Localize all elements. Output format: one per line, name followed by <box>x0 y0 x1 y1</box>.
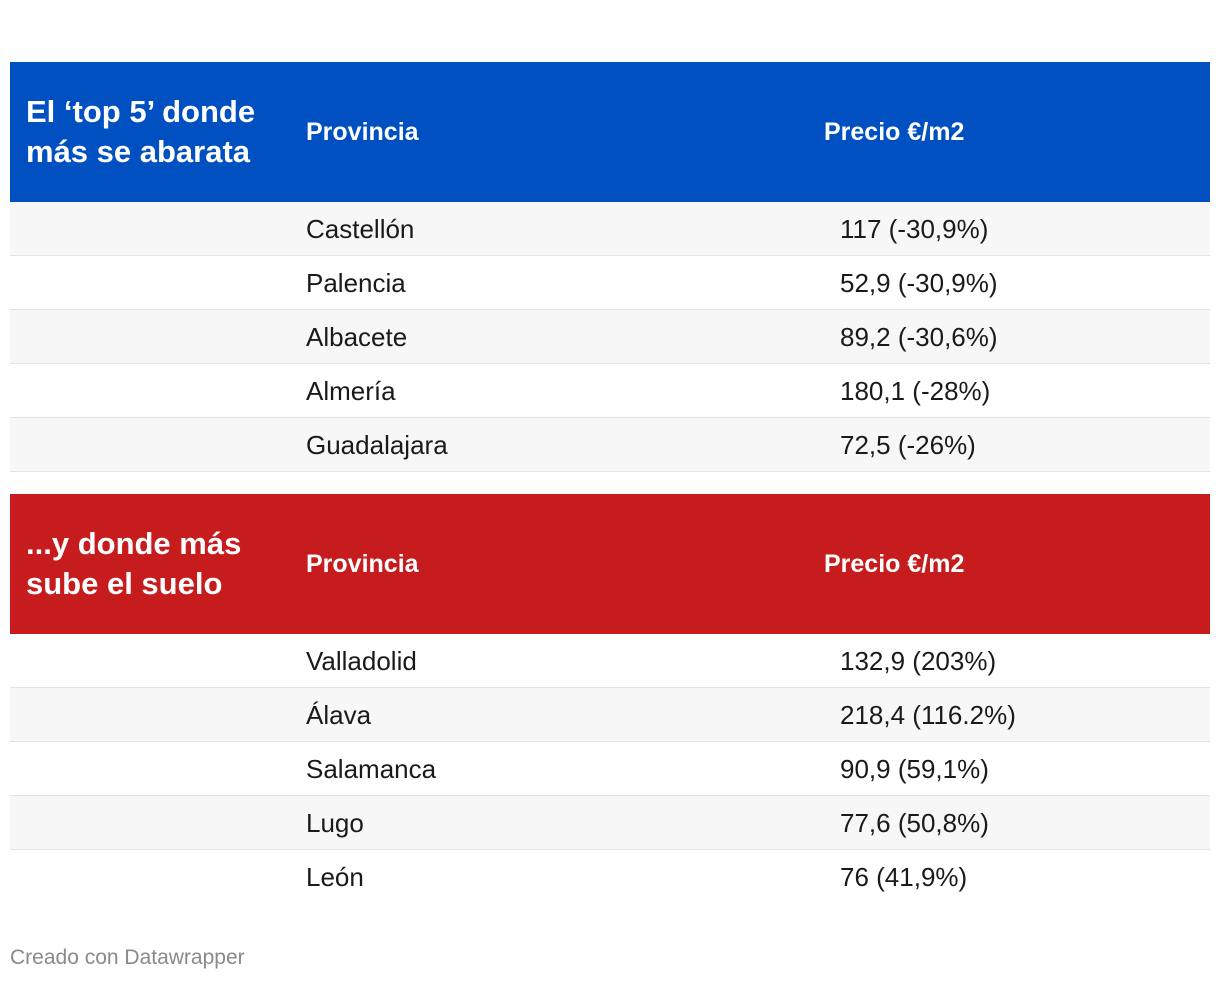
table-title: El ‘top 5’ donde más se abarata <box>26 94 256 169</box>
price-cell: 180,1 (-28%) <box>840 376 991 406</box>
table-row: Valladolid 132,9 (203%) <box>10 634 1210 688</box>
price-cell: 72,5 (-26%) <box>840 430 976 460</box>
table-row: Álava 218,4 (116.2%) <box>10 688 1210 742</box>
price-cell: 132,9 (203%) <box>840 646 997 676</box>
price-cell: 117 (-30,9%) <box>840 214 989 244</box>
column-header-precio: Precio €/m2 <box>824 117 965 146</box>
table-title: ...y donde más sube el suelo <box>26 526 242 601</box>
table-row: León 76 (41,9%) <box>10 850 1210 904</box>
price-cell: 77,6 (50,8%) <box>840 808 989 838</box>
province-cell: Albacete <box>306 322 408 352</box>
price-cell: 89,2 (-30,6%) <box>840 322 998 352</box>
table-subida: ...y donde más sube el suelo Provincia P… <box>10 494 1210 904</box>
price-cell: 52,9 (-30,9%) <box>840 268 998 298</box>
province-cell: Lugo <box>306 808 364 838</box>
province-cell: Castellón <box>306 214 415 244</box>
province-cell: Almería <box>306 376 396 406</box>
column-header-provincia: Provincia <box>306 549 419 578</box>
price-cell: 218,4 (116.2%) <box>840 700 1016 730</box>
table-row: Almería 180,1 (-28%) <box>10 364 1210 418</box>
column-header-precio: Precio €/m2 <box>824 549 965 578</box>
table-row: Palencia 52,9 (-30,9%) <box>10 256 1210 310</box>
table-row: Salamanca 90,9 (59,1%) <box>10 742 1210 796</box>
table-header: ...y donde más sube el suelo Provincia P… <box>10 494 1210 634</box>
table-row: Castellón 117 (-30,9%) <box>10 202 1210 256</box>
province-cell: León <box>306 862 364 892</box>
province-cell: Palencia <box>306 268 406 298</box>
table-row: Guadalajara 72,5 (-26%) <box>10 418 1210 472</box>
province-cell: Guadalajara <box>306 430 448 460</box>
province-cell: Álava <box>306 700 372 730</box>
table-abaratamiento: El ‘top 5’ donde más se abarata Provinci… <box>10 62 1210 472</box>
province-cell: Valladolid <box>306 646 417 676</box>
table-row: Albacete 89,2 (-30,6%) <box>10 310 1210 364</box>
province-cell: Salamanca <box>306 754 437 784</box>
table-row: Lugo 77,6 (50,8%) <box>10 796 1210 850</box>
credit-footer[interactable]: Creado con Datawrapper <box>10 946 245 969</box>
column-header-provincia: Provincia <box>306 117 419 146</box>
price-cell: 90,9 (59,1%) <box>840 754 989 784</box>
price-cell: 76 (41,9%) <box>840 862 968 892</box>
table-header: El ‘top 5’ donde más se abarata Provinci… <box>10 62 1210 202</box>
